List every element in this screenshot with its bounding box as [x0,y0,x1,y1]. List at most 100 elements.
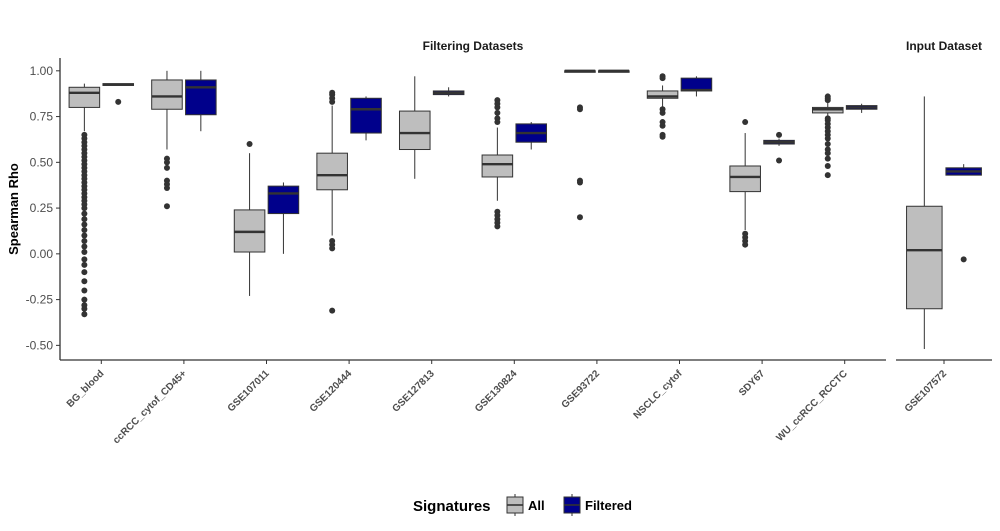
x-tick-label: GSE127813 [391,368,438,415]
outlier-point [115,98,122,105]
facet-title: Filtering Datasets [423,39,524,53]
outlier-point [960,256,967,263]
outlier-point [81,210,88,217]
box-body [481,154,514,178]
box-all [646,73,679,140]
outlier-point [329,245,336,252]
outlier-point [824,155,831,162]
outlier-point [81,296,88,303]
box-all [151,70,183,210]
y-tick-label: 1.00 [30,64,54,78]
box-body [267,185,300,215]
box-filtered [680,76,713,97]
y-tick-label: -0.25 [26,293,54,307]
outlier-point [742,241,749,248]
y-axis-title: Spearman Rho [6,163,21,255]
y-tick-label: 0.00 [30,247,54,261]
box-filtered [102,83,135,105]
outlier-point [81,216,88,223]
outlier-point [776,131,783,138]
y-tick-label: 0.75 [30,110,54,124]
outlier-point [163,203,170,210]
outlier-point [81,287,88,294]
outlier-point [659,109,666,116]
outlier-point [824,135,831,142]
outlier-point [576,106,583,113]
box-filtered [515,122,548,150]
x-tick-label: GSE107011 [226,368,272,414]
outlier-point [81,311,88,318]
outlier-point [81,243,88,250]
outlier-point [81,305,88,312]
outlier-point [81,221,88,228]
box-all [398,76,431,179]
box-filtered [432,87,465,97]
outlier-point [776,157,783,164]
box-body [185,79,217,116]
box-filtered [185,70,217,132]
box-all [481,97,514,230]
x-tick-label: GSE120444 [308,368,355,415]
legend-label-all: All [528,498,545,513]
outlier-point [81,249,88,256]
outlier-point [81,205,88,212]
y-tick-label: 0.50 [30,155,54,169]
box-all [233,141,266,296]
outlier-point [576,214,583,221]
x-tick-label: ccRCC_cytof_CD45+ [111,368,189,446]
outlier-point [494,104,501,111]
box-filtered [763,131,795,164]
outlier-point [246,141,253,148]
outlier-point [494,119,501,126]
outlier-point [329,98,336,105]
box-body [906,205,943,310]
outlier-point [81,261,88,268]
box-all [906,96,943,350]
outlier-point [494,223,501,230]
outlier-point [576,179,583,186]
outlier-point [824,162,831,169]
x-tick-label: GSE107572 [903,368,950,415]
box-body [68,86,101,108]
outlier-point [659,133,666,140]
y-tick-label: 0.25 [30,201,54,215]
box-filtered [350,96,382,141]
outlier-point [81,278,88,285]
box-all [68,83,101,318]
x-tick-label: GSE130824 [473,368,520,415]
x-tick-label: SDY67 [737,368,767,398]
box-filtered [267,182,300,254]
outlier-point [824,150,831,157]
x-tick-label: WU_ccRCC_RCCTC [774,368,849,443]
outlier-point [742,119,749,126]
outlier-point [659,122,666,129]
box-body [729,165,761,193]
outlier-point [81,238,88,245]
outlier-point [81,256,88,263]
outlier-point [81,232,88,239]
box-body [398,110,431,151]
outlier-point [163,159,170,166]
box-body [316,152,348,191]
facet-title: Input Dataset [906,39,982,53]
box-filtered [945,164,982,263]
outlier-point [824,141,831,148]
outlier-point [163,164,170,171]
outlier-point [824,172,831,179]
y-tick-label: -0.50 [26,338,54,352]
box-filtered [598,69,630,73]
box-filtered [845,103,878,113]
outlier-point [81,227,88,234]
box-body [350,97,382,134]
legend-label-filtered: Filtered [585,498,632,513]
outlier-point [81,269,88,276]
box-all [316,89,348,314]
outlier-point [163,184,170,191]
outlier-point [494,109,501,116]
outlier-point [824,97,831,104]
x-tick-label: NSCLC_cytof [632,368,685,421]
x-tick-label: GSE93722 [560,368,603,411]
outlier-point [329,307,336,314]
